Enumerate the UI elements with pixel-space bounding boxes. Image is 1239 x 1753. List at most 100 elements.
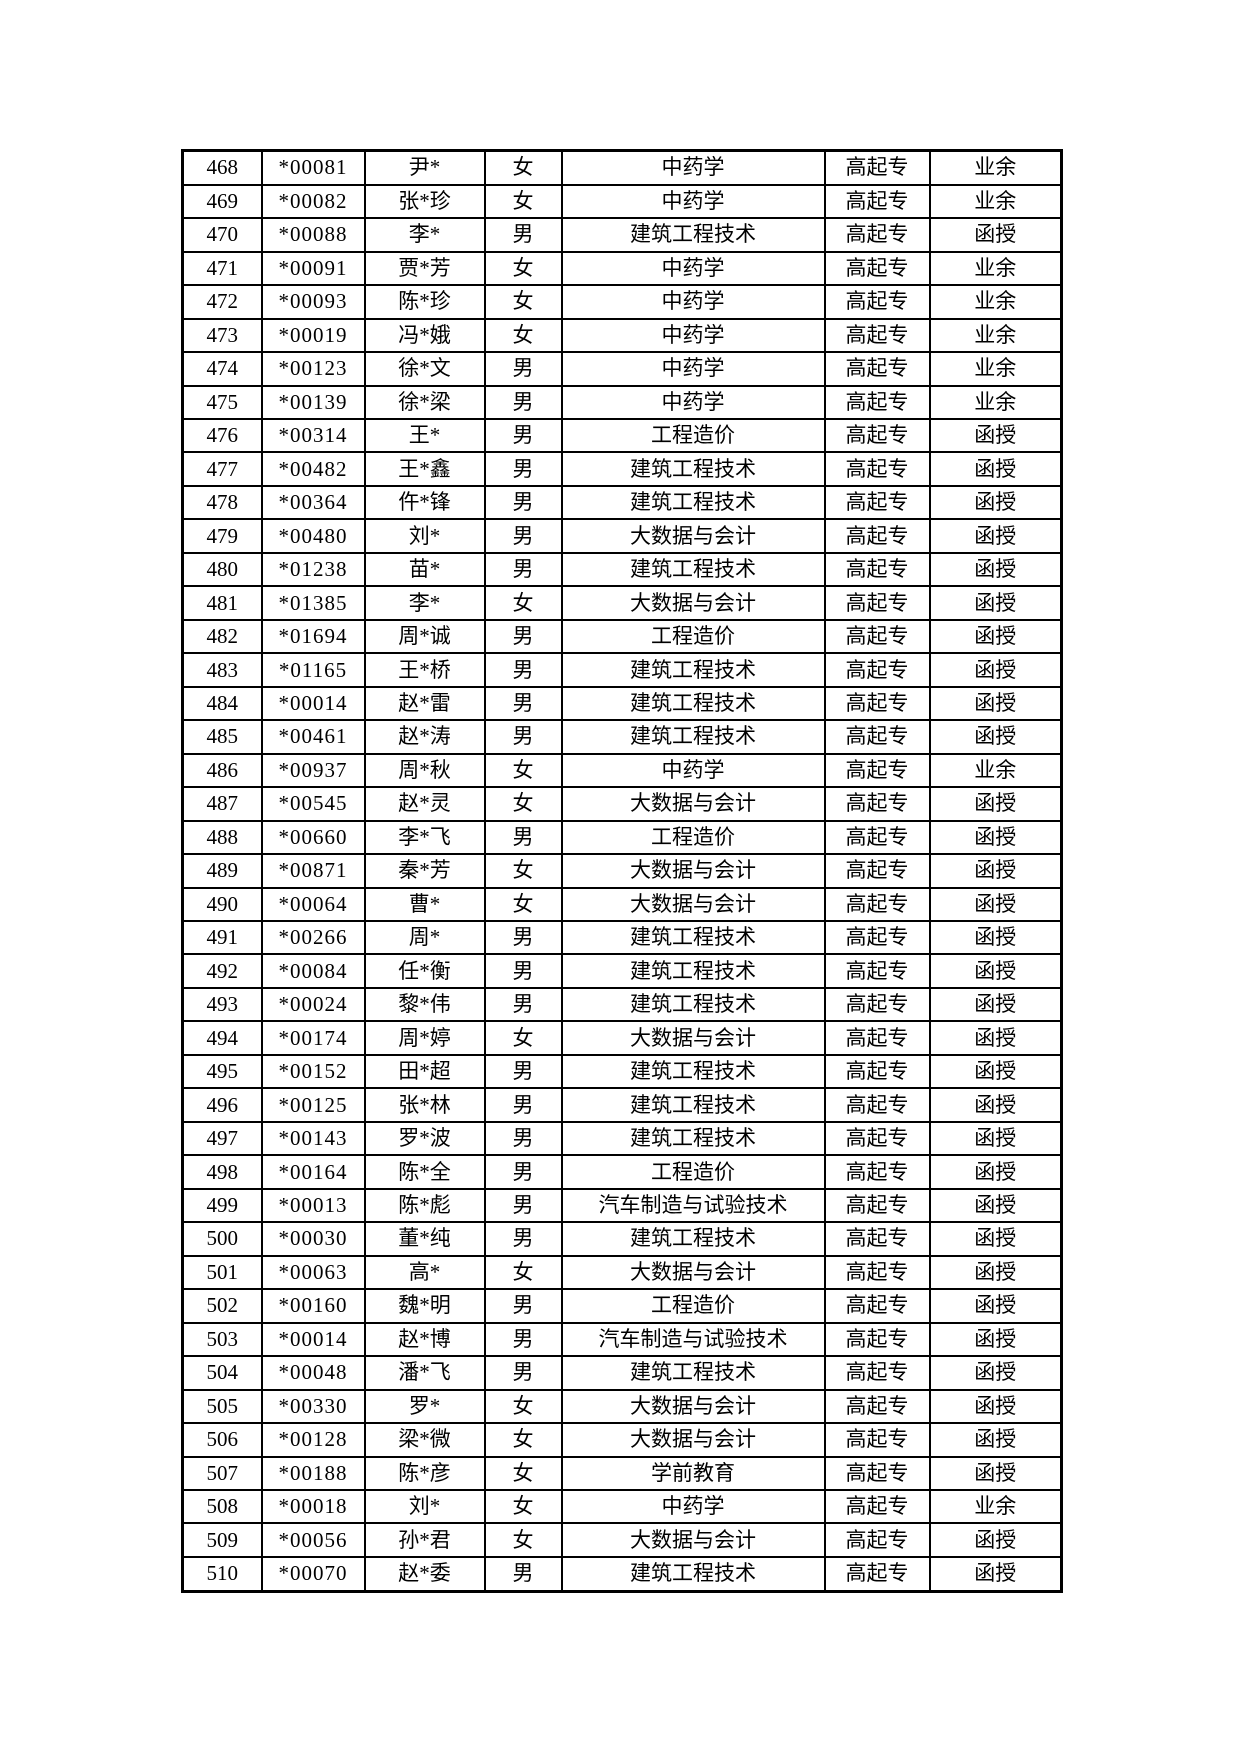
cell-id: *00030 (260, 1221, 366, 1257)
cell-id: *00152 (260, 1053, 366, 1090)
cell-index: 510 (181, 1555, 263, 1593)
cell-major: 大数据与会计 (560, 1254, 826, 1291)
cell-form: 函授 (928, 652, 1063, 688)
cell-index: 489 (181, 853, 263, 889)
cell-id: *00013 (260, 1187, 366, 1224)
cell-major: 学前教育 (560, 1455, 826, 1491)
cell-name: 刘* (363, 518, 486, 554)
table-row: 474 *00123 徐*文男中药学 高起专 业余 (181, 351, 1063, 387)
cell-form: 函授 (928, 1422, 1063, 1458)
cell-id: *00139 (260, 384, 366, 420)
table-row: 505 *00330 罗* 女大数据与会计 高起专 函授 (181, 1388, 1063, 1425)
cell-form: 函授 (928, 1053, 1063, 1090)
cell-id: *01385 (260, 585, 366, 621)
cell-name: 尹* (363, 149, 486, 186)
cell-major: 建筑工程技术 (560, 484, 826, 521)
cell-level: 高起专 (823, 317, 931, 354)
cell-index: 498 (181, 1154, 263, 1190)
cell-index: 504 (181, 1355, 263, 1391)
table-row: 485 *00461 赵*涛男建筑工程技术 高起专 函授 (181, 719, 1063, 755)
table-row: 471 *00091 贾*芳女中药学 高起专 业余 (181, 250, 1063, 287)
cell-gender: 女 (483, 1455, 563, 1491)
cell-level: 高起专 (823, 1053, 931, 1090)
cell-gender: 男 (483, 920, 563, 956)
cell-level: 高起专 (823, 149, 931, 186)
cell-index: 480 (181, 551, 263, 588)
cell-name: 张*林 (363, 1087, 486, 1123)
cell-id: *00081 (260, 149, 366, 186)
cell-gender: 男 (483, 986, 563, 1023)
cell-level: 高起专 (823, 986, 931, 1023)
cell-gender: 女 (483, 853, 563, 889)
cell-index: 494 (181, 1020, 263, 1056)
cell-gender: 男 (483, 618, 563, 655)
cell-name: 赵*委 (363, 1555, 486, 1593)
cell-level: 高起专 (823, 853, 931, 889)
cell-id: *00123 (260, 351, 366, 387)
cell-level: 高起专 (823, 250, 931, 287)
cell-form: 业余 (928, 752, 1063, 789)
cell-name: 周*婷 (363, 1020, 486, 1056)
cell-index: 499 (181, 1187, 263, 1224)
cell-major: 汽车制造与试验技术 (560, 1321, 826, 1358)
cell-index: 473 (181, 317, 263, 354)
cell-index: 475 (181, 384, 263, 420)
cell-level: 高起专 (823, 1455, 931, 1491)
table-row: 497 *00143 罗*波男建筑工程技术 高起专 函授 (181, 1120, 1063, 1157)
cell-level: 高起专 (823, 451, 931, 487)
cell-name: 董*纯 (363, 1221, 486, 1257)
cell-level: 高起专 (823, 719, 931, 755)
table-row: 475 *00139 徐*梁男中药学 高起专 业余 (181, 384, 1063, 420)
cell-major: 大数据与会计 (560, 1020, 826, 1056)
cell-index: 490 (181, 886, 263, 923)
cell-form: 函授 (928, 551, 1063, 588)
cell-level: 高起专 (823, 1154, 931, 1190)
cell-name: 苗* (363, 551, 486, 588)
cell-major: 建筑工程技术 (560, 685, 826, 722)
cell-gender: 男 (483, 217, 563, 253)
cell-gender: 女 (483, 1522, 563, 1558)
cell-name: 王* (363, 417, 486, 454)
cell-level: 高起专 (823, 1422, 931, 1458)
cell-id: *00480 (260, 518, 366, 554)
cell-gender: 男 (483, 1120, 563, 1157)
cell-major: 建筑工程技术 (560, 1120, 826, 1157)
cell-id: *00070 (260, 1555, 366, 1593)
table-row: 492 *00084 任*衡男建筑工程技术 高起专 函授 (181, 953, 1063, 989)
cell-major: 建筑工程技术 (560, 1053, 826, 1090)
cell-id: *00160 (260, 1288, 366, 1324)
cell-index: 507 (181, 1455, 263, 1491)
cell-name: 周*诚 (363, 618, 486, 655)
cell-form: 业余 (928, 284, 1063, 320)
cell-index: 477 (181, 451, 263, 487)
cell-form: 函授 (928, 1020, 1063, 1056)
cell-index: 493 (181, 986, 263, 1023)
cell-index: 506 (181, 1422, 263, 1458)
cell-form: 函授 (928, 819, 1063, 856)
cell-index: 476 (181, 417, 263, 454)
table-row: 507 *00188 陈*彦女学前教育 高起专 函授 (181, 1455, 1063, 1491)
cell-index: 492 (181, 953, 263, 989)
table-row: 469 *00082 张*珍女中药学 高起专 业余 (181, 183, 1063, 220)
cell-level: 高起专 (823, 1187, 931, 1224)
cell-index: 470 (181, 217, 263, 253)
cell-major: 工程造价 (560, 1154, 826, 1190)
cell-level: 高起专 (823, 351, 931, 387)
cell-gender: 男 (483, 819, 563, 856)
cell-index: 471 (181, 250, 263, 287)
cell-level: 高起专 (823, 1321, 931, 1358)
cell-level: 高起专 (823, 551, 931, 588)
cell-form: 函授 (928, 451, 1063, 487)
cell-gender: 男 (483, 518, 563, 554)
cell-id: *00266 (260, 920, 366, 956)
cell-major: 工程造价 (560, 417, 826, 454)
cell-major: 中药学 (560, 351, 826, 387)
cell-gender: 男 (483, 1221, 563, 1257)
cell-id: *01694 (260, 618, 366, 655)
table-row: 488 *00660 李*飞男工程造价 高起专 函授 (181, 819, 1063, 856)
cell-id: *00091 (260, 250, 366, 287)
table-row: 480 *01238 苗* 男建筑工程技术 高起专 函授 (181, 551, 1063, 588)
cell-id: *00093 (260, 284, 366, 320)
cell-major: 中药学 (560, 250, 826, 287)
cell-major: 建筑工程技术 (560, 986, 826, 1023)
